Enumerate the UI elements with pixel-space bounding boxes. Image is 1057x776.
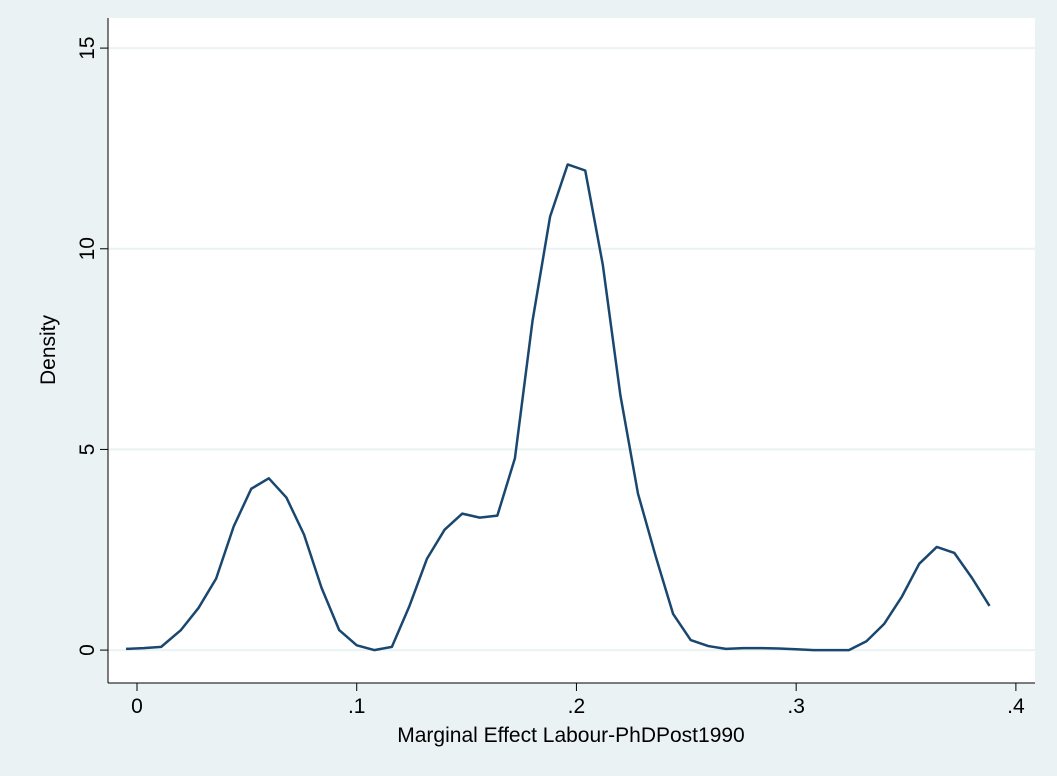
x-tick-label: .2 (568, 695, 586, 718)
y-tick-label: 0 (76, 644, 99, 656)
x-tick-label: .1 (348, 695, 366, 718)
y-tick-label: 5 (76, 444, 99, 456)
x-tick-label: .3 (787, 695, 805, 718)
y-tick-label: 10 (76, 237, 99, 260)
x-tick-label: .4 (1007, 695, 1025, 718)
x-axis-title: Marginal Effect Labour-PhDPost1990 (397, 724, 744, 747)
y-tick-label: 15 (76, 36, 99, 59)
y-axis-title: Density (37, 314, 60, 385)
density-line (125, 163, 991, 652)
x-tick-label: 0 (131, 695, 143, 718)
plot-area (108, 18, 1035, 683)
